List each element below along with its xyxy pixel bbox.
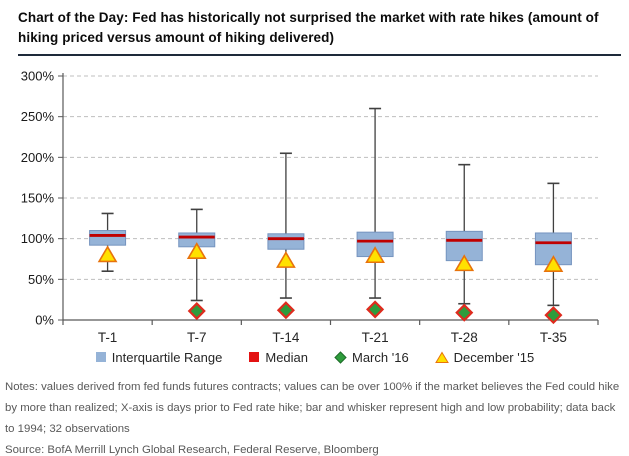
legend-label: Interquartile Range <box>111 349 223 365</box>
chart-legend: Interquartile Range Median March '16 Dec… <box>0 350 629 365</box>
y-axis-label: 50% <box>28 271 54 286</box>
y-axis-label: 150% <box>21 190 55 205</box>
march-16-marker-T-21 <box>366 299 385 318</box>
december-15-marker-T-1 <box>97 244 118 262</box>
y-axis-label: 100% <box>21 231 55 246</box>
december-15-marker-T-21 <box>365 245 385 263</box>
march-16-marker-T-28 <box>455 303 474 322</box>
december-15-marker-T-28 <box>454 253 475 271</box>
iqr-box-T-1 <box>89 229 127 246</box>
median-swatch-icon <box>249 352 260 362</box>
legend-item-december-15: December '15 <box>434 349 535 365</box>
x-axis-label: T-14 <box>272 330 300 345</box>
legend-item-interquartile-range: Interquartile Range <box>95 349 223 365</box>
legend-label: December '15 <box>453 349 535 365</box>
x-axis-label: T-21 <box>362 330 389 345</box>
page-title: Chart of the Day: Fed has historically n… <box>18 10 599 46</box>
boxplot-chart: 0% 50% 100% 150% 200% 250% 300% T-1 T-7 T-14 T-21 T… <box>21 68 599 345</box>
legend-label: Median <box>265 349 308 365</box>
march-16-diamond-icon <box>334 350 347 364</box>
december-15-triangle-icon <box>434 351 449 363</box>
legend-item-median: Median <box>248 350 308 365</box>
title-divider <box>18 53 621 56</box>
x-axis-label: T-28 <box>451 330 478 345</box>
x-axis-label: T-7 <box>187 330 207 345</box>
chart-notes: Notes: values derived from fed funds fut… <box>5 380 620 435</box>
x-axis-label: T-1 <box>98 330 118 345</box>
legend-label: March '16 <box>352 349 409 365</box>
december-15-marker-T-35 <box>543 254 564 272</box>
chart-source: Source: BofA Merrill Lynch Global Resear… <box>5 443 379 456</box>
y-axis-label: 300% <box>21 68 55 83</box>
interquartile-range-swatch-icon <box>95 352 106 362</box>
iqr-box-T-14 <box>267 232 305 250</box>
march-16-marker-T-35 <box>544 305 563 324</box>
y-axis-label: 0% <box>35 312 54 327</box>
x-axis-label: T-35 <box>540 330 567 345</box>
legend-item-march-16: March '16 <box>334 350 409 365</box>
march-16-marker-T-7 <box>187 301 206 320</box>
december-15-marker-T-14 <box>276 250 296 268</box>
y-axis-label: 250% <box>21 109 55 124</box>
y-axis-label: 200% <box>21 149 55 164</box>
december-15-marker-T-7 <box>186 241 207 259</box>
march-16-marker-T-14 <box>276 300 295 319</box>
